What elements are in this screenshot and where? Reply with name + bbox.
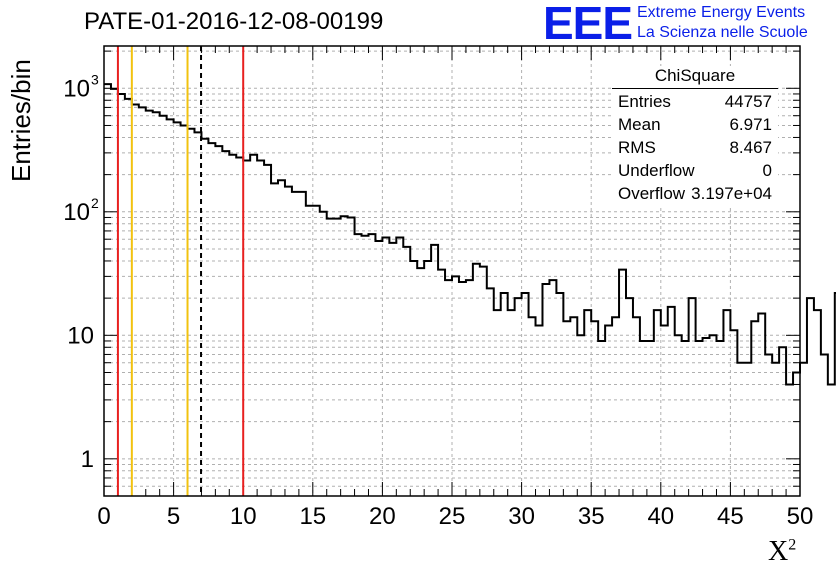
stats-value: 3.197e+04 [691, 184, 772, 203]
logo-line-2: La Scienza nelle Scuole [637, 24, 808, 41]
grid-lines [104, 46, 800, 496]
y-tick-label-exponent: 3 [91, 71, 99, 87]
stats-key: Mean [618, 115, 661, 134]
stats-title: ChiSquare [654, 66, 736, 85]
x-tick-label: 0 [97, 503, 110, 530]
y-tick-label: 10 [63, 199, 90, 226]
x-tick-label: 5 [167, 503, 180, 530]
x-axis-label-text: X [768, 536, 789, 567]
stats-divider [612, 88, 778, 89]
stats-value: 8.467 [729, 138, 772, 157]
stats-box: ChiSquare Entries 44757 Mean 6.971 RMS 8… [612, 66, 778, 208]
x-tick-labels: 0 5 10 15 20 25 30 35 40 45 50 [97, 503, 813, 530]
x-tick-label: 15 [299, 503, 326, 530]
eee-logo: EEE [543, 0, 633, 49]
stats-value: 6.971 [729, 115, 772, 134]
y-tick-label: 10 [63, 75, 90, 102]
stats-key: Underflow [618, 161, 695, 180]
x-tick-label: 35 [578, 503, 605, 530]
logo-line-1: Extreme Energy Events [637, 4, 806, 21]
stats-row-entries: Entries 44757 [618, 92, 772, 115]
y-tick-label-exponent: 2 [91, 195, 99, 211]
stats-key: Entries [618, 92, 671, 111]
y-tick-label: 10 [67, 322, 94, 349]
stats-row-overflow: Overflow 3.197e+04 [618, 184, 772, 207]
marker-lines [116, 46, 245, 496]
stats-key: RMS [618, 138, 656, 157]
x-tick-label: 25 [439, 503, 466, 530]
stats-value: 44757 [724, 92, 772, 111]
stats-row-underflow: Underflow 0 [618, 161, 772, 184]
x-tick-label: 45 [717, 503, 744, 530]
plot-frame [103, 45, 801, 497]
x-tick-label: 30 [508, 503, 535, 530]
stats-row-rms: RMS 8.467 [618, 138, 772, 161]
stats-key: Overflow [618, 184, 686, 203]
stats-value: 0 [762, 161, 772, 180]
x-tick-label: 10 [230, 503, 257, 530]
plot-title: PATE-01-2016-12-08-00199 [84, 8, 384, 35]
x-tick-label: 40 [647, 503, 674, 530]
stats-row-mean: Mean 6.971 [618, 115, 772, 138]
x-axis-label: X2 [768, 536, 796, 568]
x-axis-label-sup: 2 [788, 536, 797, 554]
y-tick-label: 1 [81, 446, 94, 473]
x-tick-label: 50 [787, 503, 814, 530]
stats-box-background [612, 66, 778, 208]
y-axis-label: Entries/bin [6, 59, 36, 182]
x-tick-label: 20 [369, 503, 396, 530]
